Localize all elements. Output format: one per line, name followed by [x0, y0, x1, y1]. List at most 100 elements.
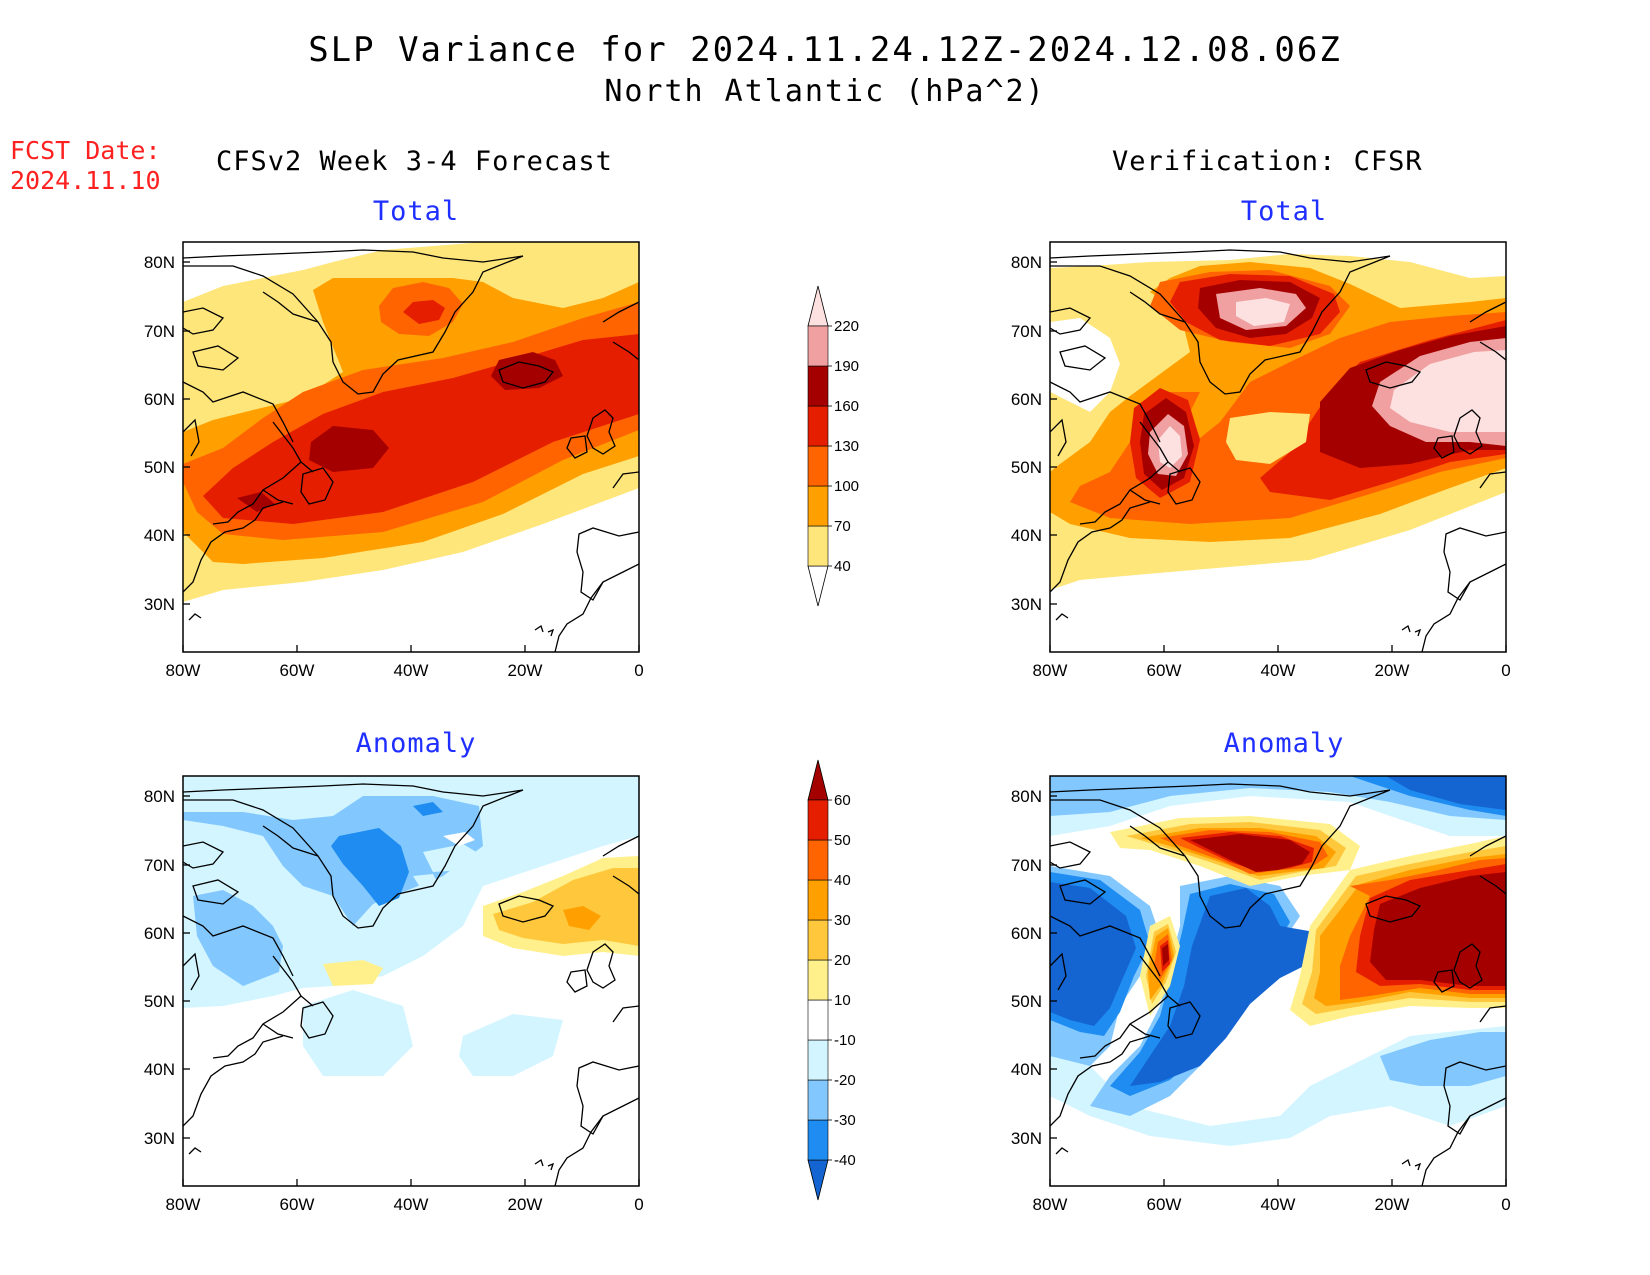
lon-label: 80W: [166, 1195, 201, 1214]
lon-label: 0: [1501, 1195, 1510, 1214]
lon-label: 20W: [508, 661, 543, 680]
colorbar-bottom-triangle: [807, 1159, 829, 1201]
fcst-date-label: FCST Date:: [10, 136, 161, 165]
lat-label: 70N: [1011, 856, 1042, 875]
colorbar-label: 220: [834, 318, 859, 335]
colorbar-segment: [807, 365, 829, 407]
colorbar-segment: [807, 879, 829, 921]
colorbar-segment: [807, 325, 829, 367]
colorbar-label: -40: [834, 1152, 856, 1169]
lat-label: 30N: [144, 1129, 175, 1148]
lat-label: 70N: [144, 856, 175, 875]
lat-label: 80N: [144, 253, 175, 272]
contour-neg10-patch: [413, 844, 483, 892]
colorbar-segment: [807, 1079, 829, 1121]
lon-label: 0: [634, 661, 643, 680]
colorbar-top-triangle: [807, 285, 829, 327]
colorbar-top-triangle: [807, 759, 829, 801]
colorbar-label: 40: [834, 872, 851, 889]
lat-label: 80N: [1011, 787, 1042, 806]
colorbar-label: 20: [834, 952, 851, 969]
contour-160: [237, 352, 563, 512]
colorbar-label: -20: [834, 1072, 856, 1089]
lat-label: 70N: [144, 322, 175, 341]
colorbar-label: 100: [834, 478, 859, 495]
lon-label: 40W: [1261, 661, 1296, 680]
colorbar-segment: [807, 525, 829, 567]
verification-total-map: [1049, 241, 1507, 653]
verification-column-title: Verification: CFSR: [1112, 146, 1423, 177]
lat-label: 80N: [144, 787, 175, 806]
colorbar-segment: [807, 999, 829, 1041]
contour-neg10-b: [303, 990, 563, 1076]
colorbar-label: -10: [834, 1032, 856, 1049]
forecast-column-title: CFSv2 Week 3-4 Forecast: [216, 146, 613, 177]
colorbar-label: 50: [834, 832, 851, 849]
forecast-total-map: [182, 241, 640, 653]
lat-label: 30N: [1011, 1129, 1042, 1148]
contour-220: [1158, 298, 1506, 468]
fcst-date-value: 2024.11.10: [10, 166, 161, 195]
lat-label: 50N: [1011, 458, 1042, 477]
lat-label: 40N: [144, 1060, 175, 1079]
forecast-anomaly-map: [182, 775, 640, 1187]
forecast-total-label: Total: [372, 196, 460, 227]
lon-label: 40W: [394, 661, 429, 680]
colorbar-label: 10: [834, 992, 851, 1009]
forecast-anomaly-label: Anomaly: [355, 728, 477, 759]
contour-pos30: [563, 906, 601, 930]
lat-label: 60N: [144, 924, 175, 943]
contour-pos60: [1162, 834, 1506, 986]
colorbar-segment: [807, 1119, 829, 1161]
colorbar-label: 40: [834, 558, 851, 575]
contour-neg30: [331, 802, 443, 906]
lon-label: 20W: [1375, 1195, 1410, 1214]
colorbar-label: -30: [834, 1112, 856, 1129]
lon-label: 60W: [1147, 661, 1182, 680]
fcst-date: FCST Date: 2024.11.10: [10, 136, 161, 196]
map-axes: 80W 60W 40W 20W 0 80N 70N 60N 50N 40N 30N 80W 60W 40W…: [144, 253, 1511, 1214]
lon-label: 0: [1501, 661, 1510, 680]
colorbar-segment: [807, 919, 829, 961]
lat-label: 40N: [1011, 1060, 1042, 1079]
lat-label: 50N: [144, 458, 175, 477]
lat-label: 30N: [1011, 595, 1042, 614]
lat-label: 80N: [1011, 253, 1042, 272]
lon-label: 60W: [280, 661, 315, 680]
low-variance-patch: [1050, 318, 1120, 412]
low-variance-patch-3: [1226, 412, 1310, 464]
lon-label: 60W: [280, 1195, 315, 1214]
lat-label: 60N: [1011, 390, 1042, 409]
figure-title: SLP Variance for 2024.11.24.12Z-2024.12.…: [308, 30, 1342, 70]
contour-white-patch: [443, 832, 475, 846]
lat-label: 40N: [1011, 526, 1042, 545]
colorbar-segment: [807, 799, 829, 841]
verification-anomaly-map: [1049, 775, 1507, 1187]
total-colorbar: 40 70 100 130 160 190 220: [807, 285, 859, 607]
colorbar-segment: [807, 1039, 829, 1081]
contour-pos20: [493, 868, 639, 946]
low-variance-patch-2: [1050, 392, 1090, 442]
contour-190: [1148, 288, 1506, 476]
colorbar-label: 160: [834, 398, 859, 415]
colorbar-segment: [807, 959, 829, 1001]
colorbar-label: 30: [834, 912, 851, 929]
anomaly-colorbar: -40 -30 -20 -10 10 20 30 40 50 60: [807, 759, 856, 1201]
figure-subtitle: North Atlantic (hPa^2): [604, 74, 1046, 109]
lon-label: 0: [634, 1195, 643, 1214]
lat-label: 70N: [1011, 322, 1042, 341]
colorbar-label: 190: [834, 358, 859, 375]
contour-160: [1140, 280, 1506, 490]
lon-label: 80W: [1033, 1195, 1068, 1214]
lon-label: 80W: [166, 661, 201, 680]
lat-label: 30N: [144, 595, 175, 614]
colorbar-label: 70: [834, 518, 851, 535]
lat-label: 50N: [144, 992, 175, 1011]
colorbar-label: 130: [834, 438, 859, 455]
colorbar-segment: [807, 445, 829, 487]
colorbar-segment: [807, 485, 829, 527]
lon-label: 20W: [508, 1195, 543, 1214]
lat-label: 50N: [1011, 992, 1042, 1011]
lat-label: 40N: [144, 526, 175, 545]
